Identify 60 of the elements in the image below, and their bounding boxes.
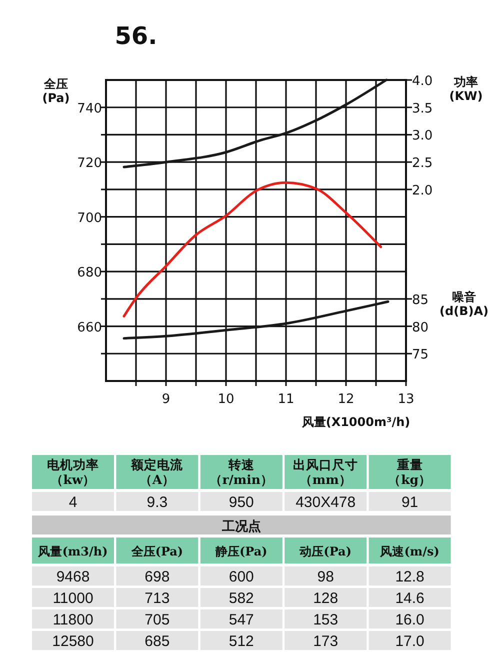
y-tick-label: 740 (77, 101, 102, 116)
category-label: 重量（kg） (388, 457, 432, 487)
text: 9468 (56, 568, 90, 586)
x-tick-label: 13 (398, 392, 414, 407)
category-label: 风量(m3/h) (37, 544, 108, 558)
x-tick-label: 11 (278, 392, 294, 407)
text: 14.6 (395, 590, 424, 607)
line-series (122, 181, 382, 318)
text: 685 (144, 633, 170, 650)
y2-tick-label: 2.5 (412, 156, 433, 172)
y2-tick-label: 4.0 (412, 74, 433, 89)
text: 950 (228, 494, 254, 511)
text: 430X478 (296, 494, 356, 511)
category-label: 风速(m/s) (379, 544, 440, 558)
category-label: 静压(Pa) (214, 544, 268, 558)
y3-axis-title: 噪音 (d(B)A) (440, 290, 488, 318)
category-label: 电机功率（kw） (47, 457, 99, 487)
y-axis-title: 全压 (Pa) (42, 77, 70, 105)
y-tick-label: 700 (77, 210, 102, 226)
category-label: 出风口尺寸（mm） (293, 457, 358, 487)
y2-tick-label: 3.5 (412, 101, 433, 116)
text: 98 (317, 568, 334, 586)
text: 12580 (52, 633, 94, 650)
text: 173 (313, 633, 338, 650)
category-label: 转速（r/min） (209, 457, 274, 487)
text: 91 (401, 494, 418, 511)
text: 16.0 (395, 612, 424, 628)
y2-tick-label: 2.0 (412, 183, 433, 198)
text: 713 (144, 590, 170, 607)
text: 547 (228, 612, 254, 628)
text: 17.0 (395, 633, 424, 650)
text: 153 (313, 612, 338, 628)
text: 12.8 (395, 568, 424, 586)
text: 128 (313, 590, 338, 607)
text: 582 (228, 590, 254, 607)
text: 512 (228, 633, 254, 650)
text: 11000 (52, 590, 94, 607)
y3-tick-label: 80 (412, 320, 429, 336)
x-tick-label: 10 (218, 392, 234, 407)
text: 4 (68, 494, 78, 511)
chart-title: 56. (114, 22, 158, 50)
text: 698 (144, 568, 170, 586)
text: 9.3 (146, 494, 168, 511)
y3-tick-label: 75 (412, 348, 429, 363)
text: 工况点 (220, 518, 261, 534)
text: 600 (228, 568, 254, 586)
x-tick-label: 12 (338, 392, 354, 407)
category-label: 全压(Pa) (130, 544, 184, 558)
y-tick-label: 720 (77, 156, 102, 172)
x-tick-label: 9 (162, 392, 170, 407)
y2-tick-label: 3.0 (412, 128, 433, 144)
y2-axis-title: 功率 (KW) (449, 75, 483, 103)
category-label: 额定电流（A） (130, 457, 184, 487)
y3-tick-label: 85 (412, 292, 429, 308)
y-tick-label: 680 (77, 266, 102, 281)
text: 11800 (52, 612, 94, 628)
text: 705 (144, 612, 170, 628)
x-axis-title: 风量(X1000m³/h) (300, 415, 410, 429)
y-tick-label: 660 (77, 320, 102, 336)
category-label: 动压(Pa) (298, 544, 352, 558)
